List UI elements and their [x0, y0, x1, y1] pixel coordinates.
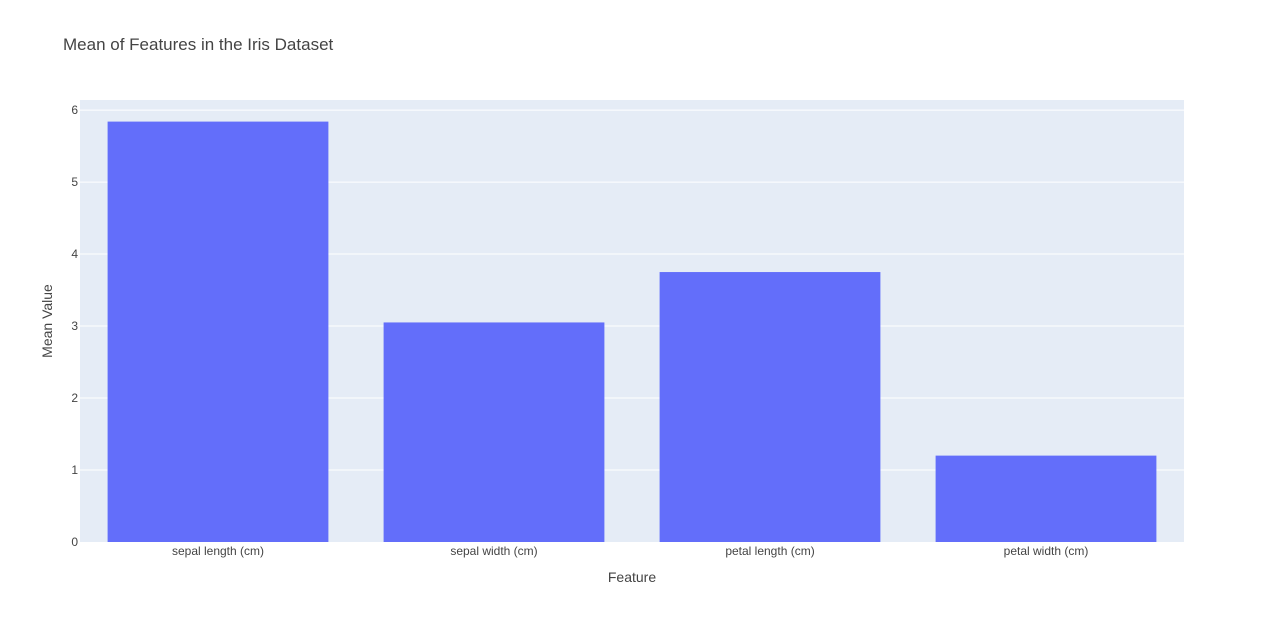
x-tick-label: petal width (cm)	[1004, 544, 1089, 558]
bars	[107, 121, 1157, 542]
bar	[383, 322, 605, 542]
y-tick-label: 1	[71, 463, 78, 477]
bar	[659, 272, 881, 542]
y-axis-ticks: 0 1 2 3 4 5 6	[71, 103, 78, 549]
x-tick-label: sepal length (cm)	[172, 544, 264, 558]
bar	[935, 455, 1157, 542]
chart-title: Mean of Features in the Iris Dataset	[63, 35, 334, 54]
y-tick-label: 6	[71, 103, 78, 117]
x-tick-label: petal length (cm)	[725, 544, 814, 558]
y-tick-label: 3	[71, 319, 78, 333]
y-tick-label: 0	[71, 535, 78, 549]
y-tick-label: 2	[71, 391, 78, 405]
x-axis-ticks: sepal length (cm) sepal width (cm) petal l…	[172, 544, 1088, 558]
y-tick-label: 4	[71, 247, 78, 261]
x-axis-title: Feature	[608, 569, 656, 585]
y-tick-label: 5	[71, 175, 78, 189]
bar	[107, 121, 329, 542]
y-axis-title: Mean Value	[39, 284, 55, 358]
x-tick-label: sepal width (cm)	[450, 544, 537, 558]
